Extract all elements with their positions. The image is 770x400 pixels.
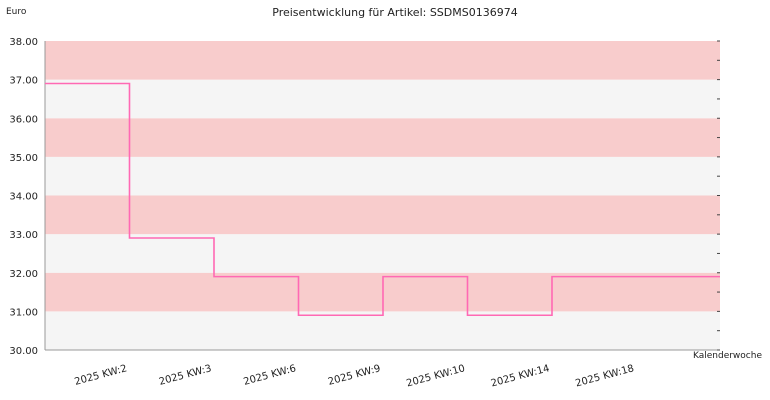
y-tick-label: 38.00	[9, 37, 38, 48]
band-36	[45, 79, 720, 119]
x-axis-label: Kalenderwoche	[693, 351, 762, 361]
x-tick-labels: 2025 KW:2 2025 KW:3 2025 KW:6 2025 KW:9 2025…	[73, 363, 635, 389]
x-tick-label: 2025 KW:9	[327, 363, 382, 388]
band-37	[45, 41, 720, 80]
x-tick-label: 2025 KW:3	[158, 363, 213, 388]
y-tick-label: 32.00	[9, 269, 38, 280]
band-33	[45, 195, 720, 235]
band-32	[45, 234, 720, 273]
price-step-line	[45, 82, 720, 317]
y-axis-label: Euro	[6, 7, 27, 17]
background-bands	[45, 41, 720, 350]
y-tick-label: 33.00	[9, 230, 38, 241]
x-tick-label: 2025 KW:2	[73, 363, 128, 388]
y-tick-label: 37.00	[9, 76, 38, 87]
band-35	[45, 118, 720, 157]
x-tick-label: 2025 KW:6	[242, 363, 297, 388]
band-34	[45, 156, 720, 196]
series-lines	[45, 82, 720, 317]
y-tick-label: 35.00	[9, 153, 38, 164]
y-tick-label: 36.00	[9, 114, 38, 125]
x-tick-label: 2025 KW:10	[405, 363, 466, 389]
x-tick-label: 2025 KW:18	[574, 363, 635, 389]
y-tick-label: 30.00	[9, 346, 38, 357]
chart-title: Preisentwicklung für Artikel: SSDMS01369…	[272, 6, 517, 19]
y-tick-labels: 30.00 31.00 32.00 33.00 34.00 35.00 36.00 37.00…	[9, 37, 38, 357]
band-30	[45, 311, 720, 350]
x-tick-label: 2025 KW:14	[490, 363, 551, 389]
y-tick-label: 31.00	[9, 307, 38, 318]
y-tick-label: 34.00	[9, 192, 38, 203]
axes	[44, 40, 720, 351]
